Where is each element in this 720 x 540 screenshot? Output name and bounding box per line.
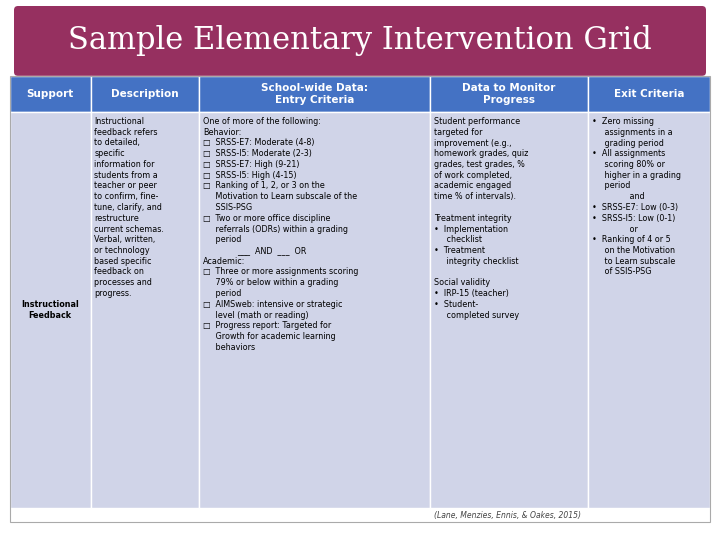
FancyBboxPatch shape [14,6,706,76]
Text: Support: Support [27,89,74,99]
Bar [10,76,91,112]
Bar [430,76,588,112]
Text: Data to Monitor
Progress: Data to Monitor Progress [462,83,555,105]
Text: Instructional
Feedback: Instructional Feedback [22,300,79,320]
Text: (Lane, Menzies, Ennis, & Oakes, 2015): (Lane, Menzies, Ennis, & Oakes, 2015) [434,511,581,520]
Text: Sample Elementary Intervention Grid: Sample Elementary Intervention Grid [68,25,652,57]
Bar [588,76,710,112]
Text: School-wide Data:
Entry Criteria: School-wide Data: Entry Criteria [261,83,368,105]
Bar [10,76,710,522]
Bar [91,76,199,112]
Text: Description: Description [111,89,179,99]
Text: Exit Criteria: Exit Criteria [613,89,684,99]
Text: One of more of the following:
Behavior:
□  SRSS-E7: Moderate (4-8)
□  SRSS-I5: M: One of more of the following: Behavior: … [203,117,359,352]
Bar [91,112,199,508]
Bar [430,112,588,508]
Bar [10,112,91,508]
Text: Instructional
feedback refers
to detailed,
specific
information for
students fro: Instructional feedback refers to detaile… [94,117,164,298]
Bar [199,76,430,112]
Bar [588,112,710,508]
Text: Student performance
targeted for
improvement (e.g.,
homework grades, quiz
grades: Student performance targeted for improve… [434,117,528,320]
Text: •  Zero missing
     assignments in a
     grading period
•  All assignments
   : • Zero missing assignments in a grading … [592,117,680,276]
Bar [199,112,430,508]
